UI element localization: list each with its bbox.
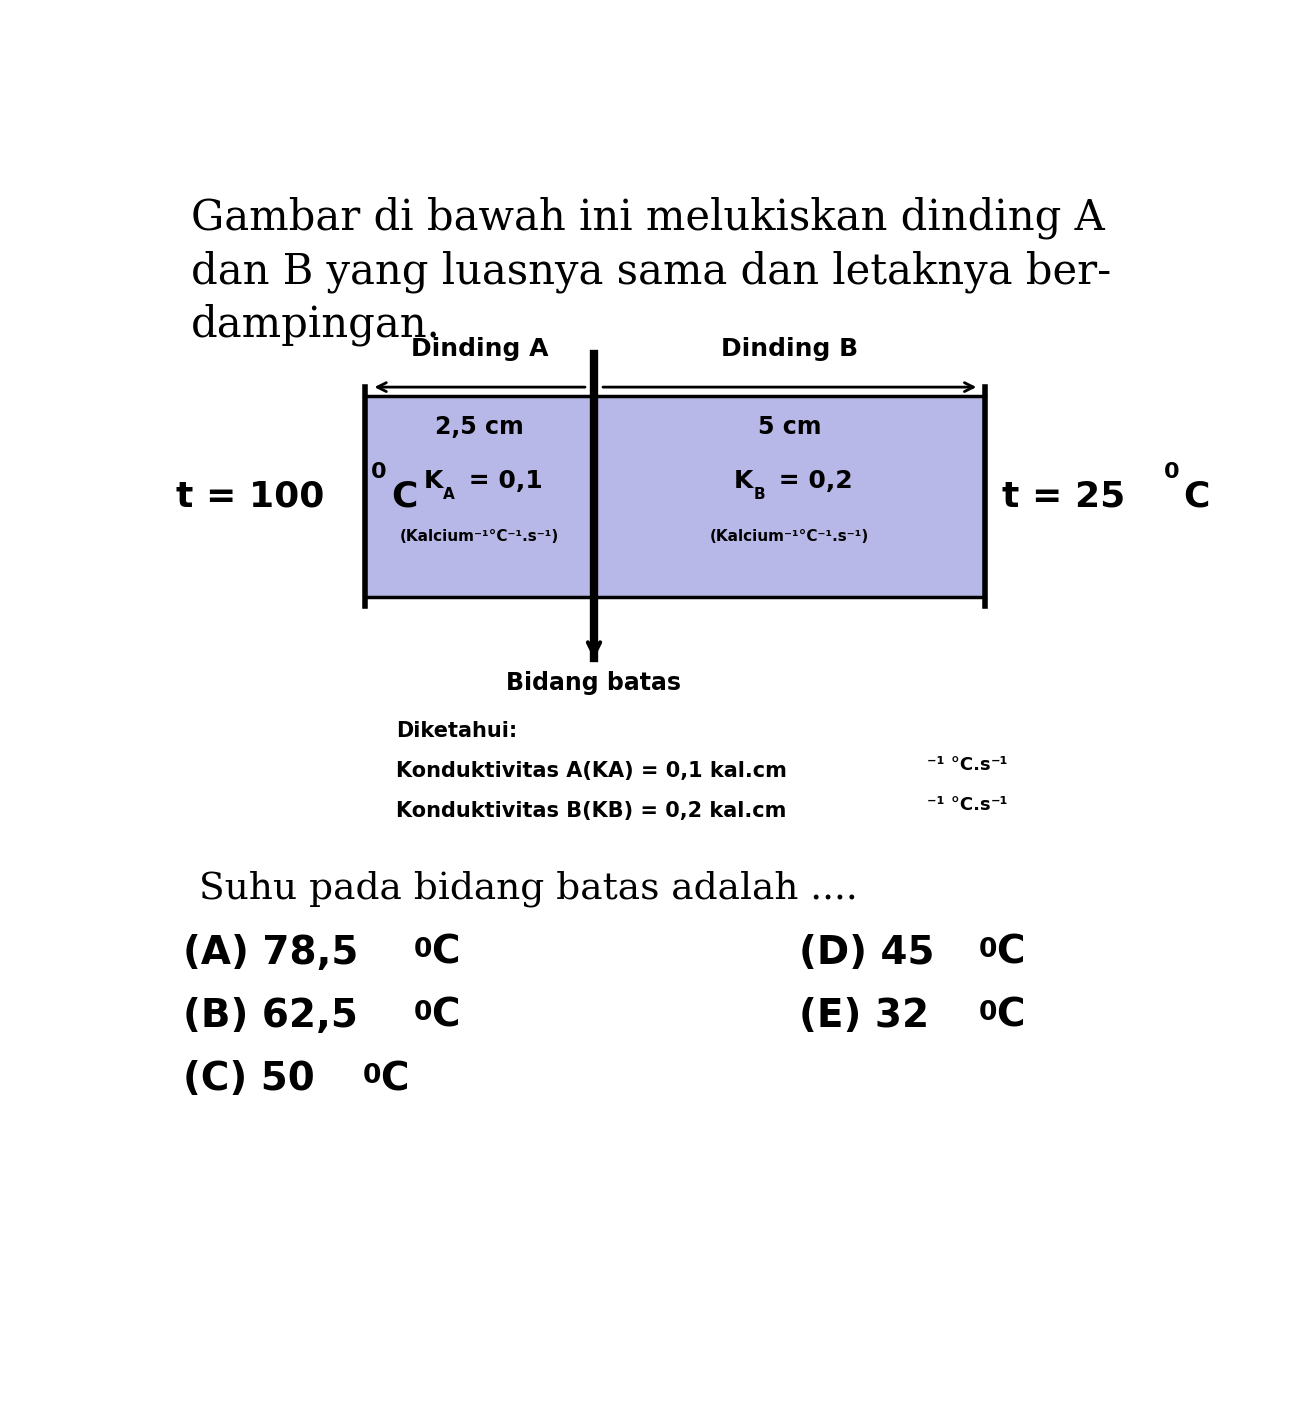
Text: C: C (391, 479, 417, 513)
Text: 0: 0 (371, 462, 387, 482)
Bar (366, 396, 594, 596)
Text: dampingan.: dampingan. (191, 305, 440, 347)
Text: ⁻¹: ⁻¹ (991, 797, 1008, 814)
Text: A: A (443, 486, 455, 502)
Text: Diketahui:: Diketahui: (396, 722, 518, 742)
Text: 0: 0 (414, 936, 433, 963)
Text: ⁻¹ °C.s: ⁻¹ °C.s (927, 797, 991, 814)
Text: C: C (380, 1060, 409, 1098)
Text: dan B yang luasnya sama dan letaknya ber-: dan B yang luasnya sama dan letaknya ber… (191, 250, 1112, 292)
Text: C: C (1183, 479, 1209, 513)
Text: t = 100: t = 100 (176, 479, 324, 513)
Text: 0: 0 (978, 936, 996, 963)
Text: 0: 0 (1164, 462, 1180, 482)
Text: t = 25: t = 25 (1003, 479, 1126, 513)
Text: (Kalcium⁻¹°C⁻¹.s⁻¹): (Kalcium⁻¹°C⁻¹.s⁻¹) (711, 529, 869, 544)
Text: 0: 0 (363, 1063, 382, 1089)
Text: C: C (431, 933, 460, 971)
Text: B: B (754, 486, 764, 502)
Text: Dinding A: Dinding A (410, 337, 548, 361)
Text: Dinding B: Dinding B (721, 337, 859, 361)
Text: C: C (431, 997, 460, 1035)
Text: K: K (734, 470, 754, 494)
Bar (594, 396, 986, 596)
Text: (B) 62,5: (B) 62,5 (184, 997, 371, 1035)
Text: Gambar di bawah ini melukiskan dinding A: Gambar di bawah ini melukiskan dinding A (191, 196, 1105, 238)
Text: C: C (996, 933, 1025, 971)
Text: (C) 50: (C) 50 (184, 1060, 329, 1098)
Text: (E) 32: (E) 32 (800, 997, 943, 1035)
Text: K: K (423, 470, 443, 494)
Text: 0: 0 (414, 1000, 433, 1026)
Text: = 0,1: = 0,1 (460, 470, 543, 494)
Text: Bidang batas: Bidang batas (506, 671, 682, 695)
Text: (Kalcium⁻¹°C⁻¹.s⁻¹): (Kalcium⁻¹°C⁻¹.s⁻¹) (400, 529, 560, 544)
Text: Suhu pada bidang batas adalah ....: Suhu pada bidang batas adalah .... (199, 870, 857, 907)
Text: ⁻¹ °C.s: ⁻¹ °C.s (927, 756, 991, 774)
Text: (A) 78,5: (A) 78,5 (184, 933, 372, 971)
Text: Konduktivitas B(KB) = 0,2 kal.cm: Konduktivitas B(KB) = 0,2 kal.cm (396, 801, 787, 822)
Text: 0: 0 (978, 1000, 996, 1026)
Text: 5 cm: 5 cm (758, 415, 822, 439)
Text: ⁻¹: ⁻¹ (991, 756, 1008, 774)
Text: = 0,2: = 0,2 (771, 470, 853, 494)
Text: (D) 45: (D) 45 (800, 933, 948, 971)
Text: Konduktivitas A(KA) = 0,1 kal.cm: Konduktivitas A(KA) = 0,1 kal.cm (396, 761, 787, 781)
Text: 2,5 cm: 2,5 cm (435, 415, 524, 439)
Text: C: C (996, 997, 1025, 1035)
